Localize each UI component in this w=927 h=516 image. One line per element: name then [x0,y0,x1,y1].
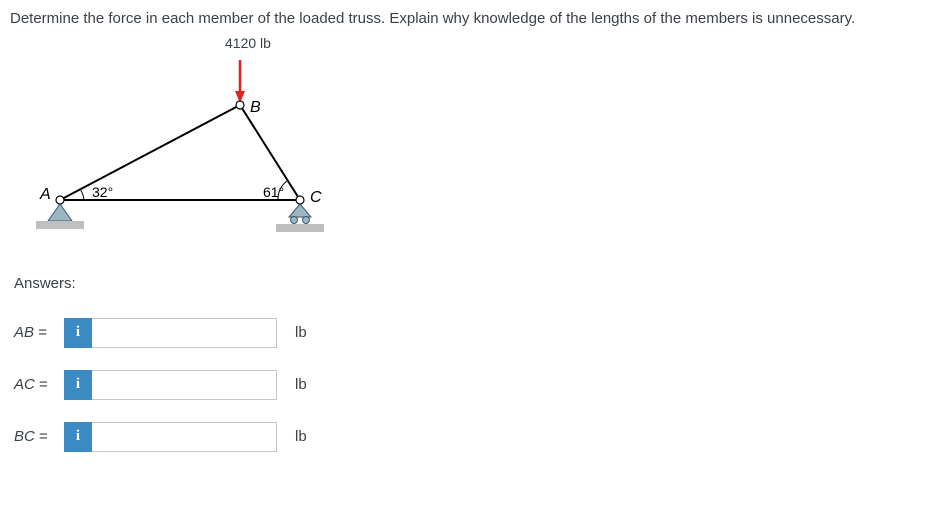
truss-svg: A B C 32° 61° [20,35,360,245]
answer-row-ac: AC = i lb [14,370,917,400]
answer-row-ab: AB = i lb [14,318,917,348]
member-ab [60,105,240,200]
truss-diagram: 4120 lb A B C 32° 61° [20,35,360,245]
unit-ac: lb [295,376,307,393]
answer-label-ab: AB = [14,324,64,341]
joint-b [236,101,244,109]
unit-bc: lb [295,428,307,445]
label-c: C [310,189,322,206]
ground-c [276,224,324,232]
joint-c [296,196,304,204]
answer-input-ac[interactable] [92,370,277,400]
info-icon[interactable]: i [64,370,92,400]
answer-row-bc: BC = i lb [14,422,917,452]
support-c-roller1 [291,216,298,223]
answers-heading: Answers: [14,275,917,292]
label-b: B [250,99,261,116]
joint-a [56,196,64,204]
angle-a-label: 32° [92,184,113,200]
support-c-tri [289,204,311,217]
angle-c-label: 61° [263,184,284,200]
support-a [48,204,72,221]
support-c-roller2 [303,216,310,223]
answer-input-ab[interactable] [92,318,277,348]
answer-label-ac: AC = [14,376,64,393]
question-text: Determine the force in each member of th… [10,8,917,31]
load-label: 4120 lb [225,35,271,51]
answer-input-bc[interactable] [92,422,277,452]
ground-a [36,221,84,229]
label-a: A [39,186,51,203]
answer-label-bc: BC = [14,428,64,445]
unit-ab: lb [295,324,307,341]
angle-arc-a [80,189,84,200]
info-icon[interactable]: i [64,422,92,452]
info-icon[interactable]: i [64,318,92,348]
